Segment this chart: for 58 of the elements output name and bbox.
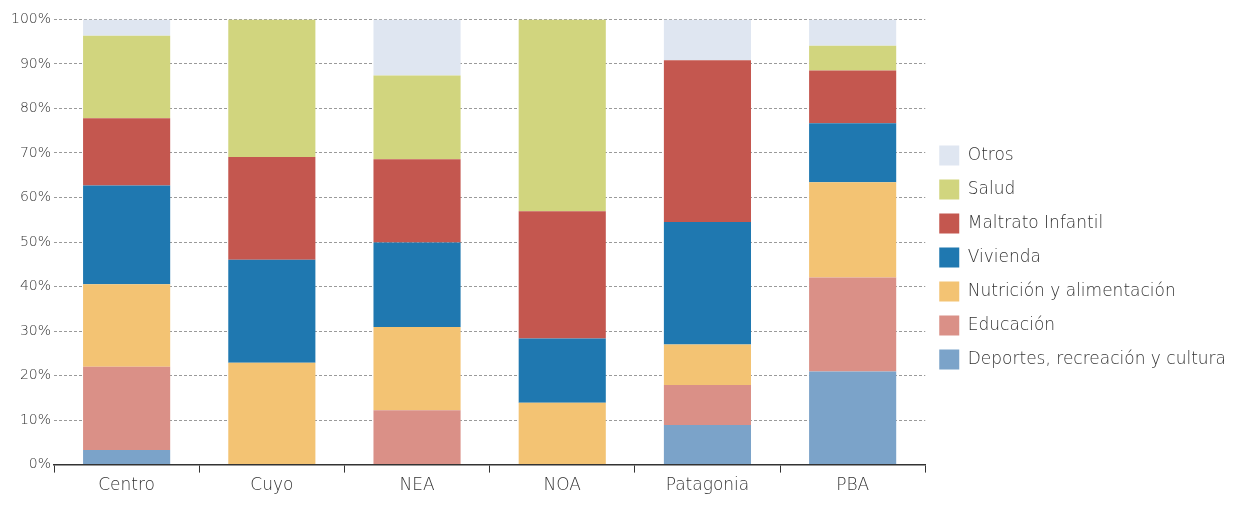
y-tick-label: 0% — [28, 455, 52, 472]
x-tick-label: NOA — [543, 474, 582, 495]
x-tick-label: NEA — [399, 474, 435, 495]
legend-label: Salud — [967, 177, 1016, 198]
y-tick-label: 60% — [19, 188, 52, 205]
y-tick-label: 10% — [19, 410, 52, 427]
bar — [663, 60, 752, 222]
bar — [518, 211, 606, 339]
y-tick-label: 50% — [19, 232, 52, 249]
y-tick-label: 40% — [19, 277, 52, 294]
bar — [809, 70, 897, 124]
bar — [83, 19, 171, 36]
bar — [663, 19, 752, 61]
bar — [373, 327, 461, 411]
bar — [228, 19, 316, 157]
y-tick-label: 90% — [19, 54, 52, 71]
bar — [373, 159, 461, 243]
x-tick-label: Cuyo — [250, 474, 294, 495]
legend-label: Educación — [967, 313, 1056, 334]
bar — [373, 242, 461, 328]
bar — [83, 185, 171, 285]
bar — [809, 371, 897, 465]
bar — [83, 366, 171, 450]
legend-label: Deportes, recreación y cultura — [967, 347, 1226, 368]
bar — [228, 362, 316, 465]
bar — [663, 424, 752, 465]
bar — [83, 118, 171, 186]
y-tick-label: 80% — [19, 99, 52, 116]
bar — [518, 402, 606, 465]
x-tick-label: PBA — [836, 474, 870, 495]
x-tick-label: Patagonia — [665, 474, 750, 495]
bar — [663, 221, 752, 345]
bar — [228, 156, 316, 260]
bar — [809, 45, 897, 71]
legend-label: Otros — [967, 143, 1014, 164]
bar — [83, 284, 171, 367]
bar — [663, 344, 752, 385]
legend-label: Vivienda — [967, 245, 1041, 266]
y-tick-label: 100% — [10, 10, 52, 27]
bar — [373, 19, 461, 76]
bar — [83, 35, 171, 119]
x-tick-label: Centro — [98, 474, 156, 495]
bar — [809, 182, 897, 278]
legend-label: Nutrición y alimentación — [967, 279, 1176, 300]
bar — [809, 19, 897, 46]
bar — [373, 75, 461, 160]
bar — [518, 338, 606, 403]
bar — [228, 259, 316, 363]
y-tick-label: 30% — [19, 321, 52, 338]
bar — [518, 19, 606, 212]
bar — [809, 277, 897, 372]
bar — [373, 410, 461, 465]
y-tick-label: 20% — [19, 366, 52, 383]
bar — [809, 123, 897, 183]
bar — [83, 449, 171, 465]
legend-label: Maltrato Infantil — [967, 211, 1104, 232]
bar — [663, 384, 752, 425]
y-tick-label: 70% — [19, 143, 52, 160]
